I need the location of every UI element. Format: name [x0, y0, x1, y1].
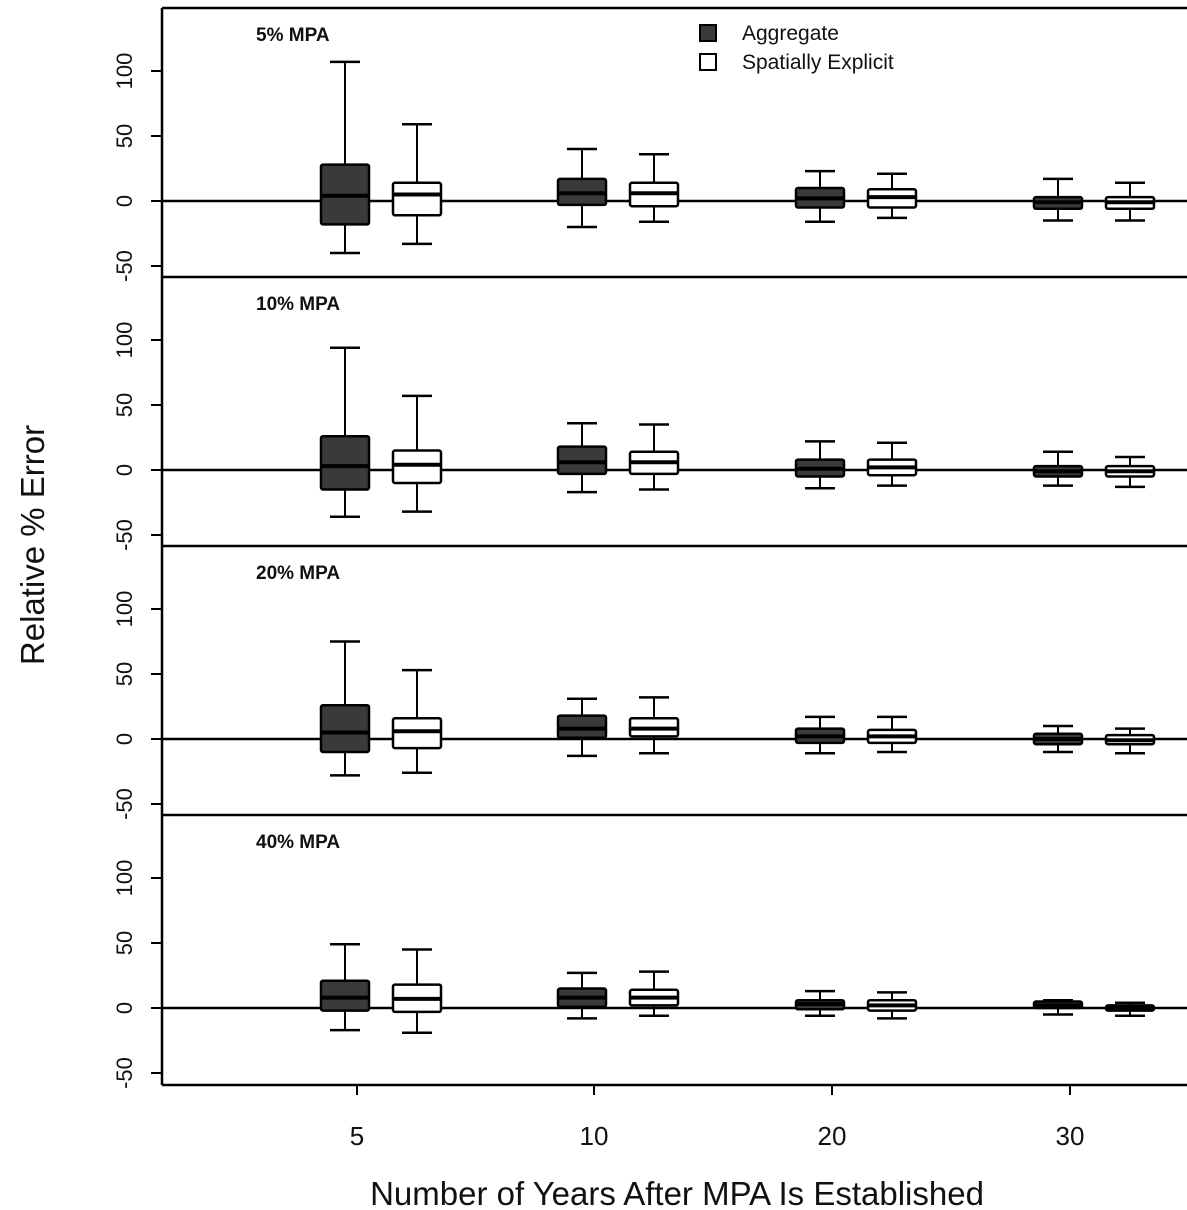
- y-tick-label: -50: [112, 250, 137, 282]
- y-tick-label: 100: [112, 860, 137, 897]
- y-axis-title: Relative % Error: [14, 425, 51, 665]
- y-tick-label: 50: [112, 931, 137, 955]
- legend-label: Aggregate: [742, 22, 839, 45]
- y-tick-label: 0: [112, 733, 137, 745]
- panel-title: 20% MPA: [256, 563, 340, 584]
- y-tick-label: 0: [112, 195, 137, 207]
- x-tick-label: 5: [350, 1121, 364, 1151]
- panel-title: 40% MPA: [256, 832, 340, 853]
- box-spatially-explicit: [391, 181, 443, 217]
- y-tick-label: 0: [112, 1002, 137, 1014]
- y-tick-label: -50: [112, 1057, 137, 1089]
- panel-title: 5% MPA: [256, 25, 330, 46]
- y-tick-label: 50: [112, 393, 137, 417]
- x-tick-label: 30: [1056, 1121, 1085, 1151]
- y-tick-label: 100: [112, 322, 137, 359]
- panel-title: 10% MPA: [256, 294, 340, 315]
- y-tick-label: 50: [112, 662, 137, 686]
- y-tick-label: 100: [112, 591, 137, 628]
- legend-swatch: [699, 24, 717, 42]
- legend-label: Spatially Explicit: [742, 51, 894, 74]
- x-axis-title: Number of Years After MPA Is Established: [370, 1175, 984, 1210]
- box-aggregate: [319, 703, 371, 754]
- y-tick-label: 50: [112, 124, 137, 148]
- y-tick-label: 0: [112, 464, 137, 476]
- legend-swatch: [699, 53, 717, 71]
- y-tick-label: -50: [112, 788, 137, 820]
- y-tick-label: -50: [112, 519, 137, 551]
- x-tick-label: 10: [580, 1121, 609, 1151]
- y-tick-label: 100: [112, 53, 137, 90]
- x-tick-label: 20: [818, 1121, 847, 1151]
- box-aggregate: [319, 434, 371, 491]
